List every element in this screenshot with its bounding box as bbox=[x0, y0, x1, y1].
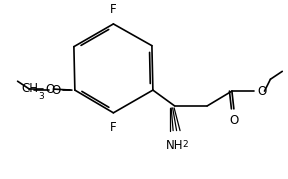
Text: CH: CH bbox=[21, 82, 38, 95]
Text: NH: NH bbox=[166, 139, 183, 151]
Text: O: O bbox=[257, 85, 267, 98]
Text: F: F bbox=[110, 121, 117, 134]
Text: 3: 3 bbox=[38, 92, 44, 101]
Text: O: O bbox=[46, 83, 55, 96]
Text: 2: 2 bbox=[183, 141, 188, 149]
Text: O: O bbox=[52, 84, 61, 97]
Text: F: F bbox=[110, 3, 117, 16]
Text: O: O bbox=[229, 114, 238, 127]
